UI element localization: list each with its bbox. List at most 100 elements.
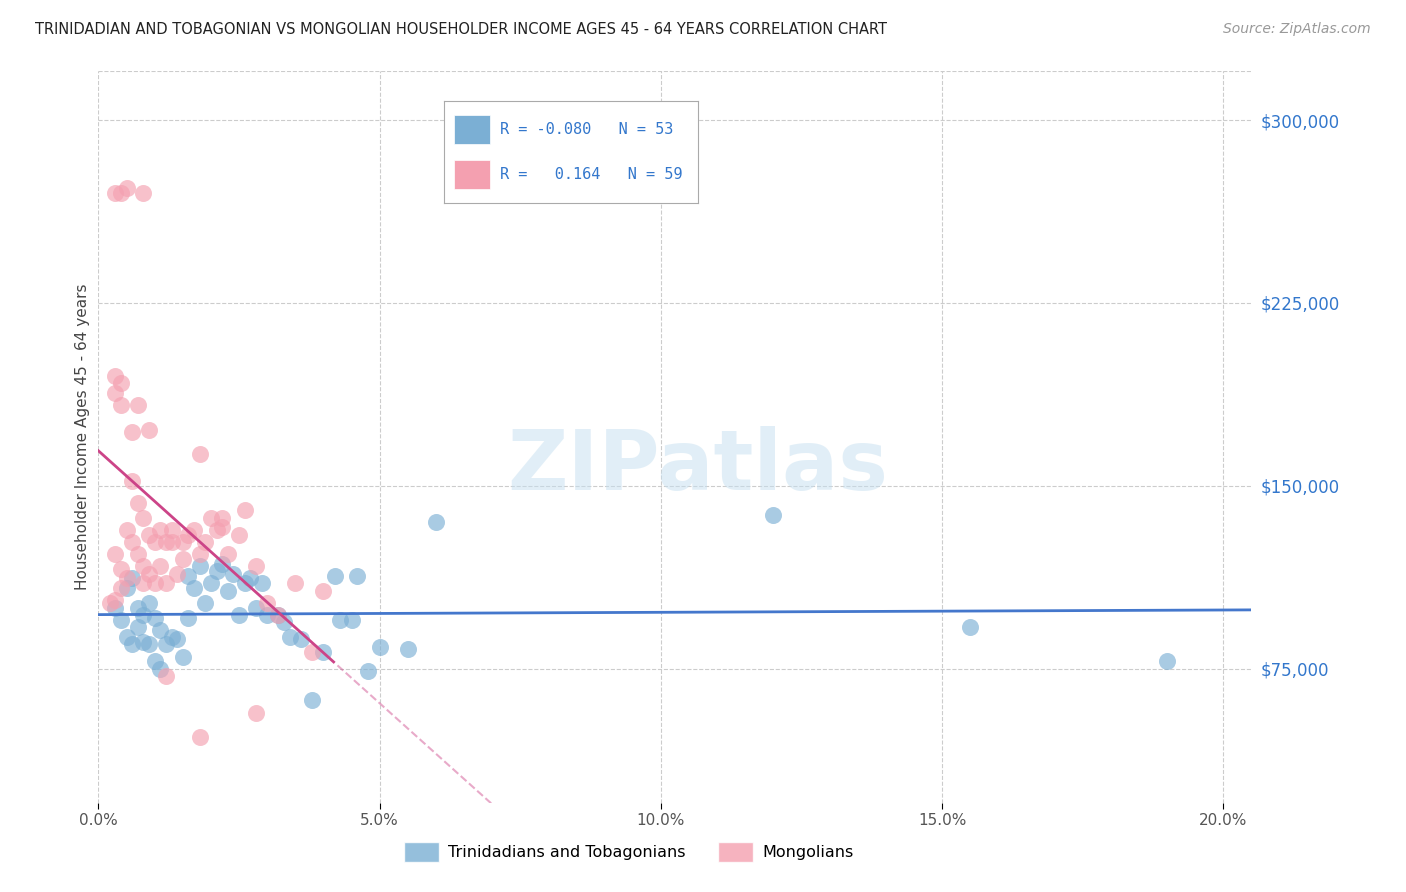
Point [104, 386, 127, 401]
Point [166, 566, 188, 581]
Point [250, 576, 273, 591]
Point [132, 510, 155, 524]
Y-axis label: Householder Income Ages 45 - 64 years: Householder Income Ages 45 - 64 years [75, 284, 90, 591]
Text: TRINIDADIAN AND TOBAGONIAN VS MONGOLIAN HOUSEHOLDER INCOME AGES 45 - 64 YEARS CO: TRINIDADIAN AND TOBAGONIAN VS MONGOLIAN … [35, 22, 887, 37]
Point [132, 608, 155, 623]
Point [245, 706, 267, 720]
Point [121, 474, 143, 488]
Legend: Trinidadians and Tobagonians, Mongolians: Trinidadians and Tobagonians, Mongolians [398, 836, 860, 868]
Point [143, 535, 166, 549]
Point [205, 523, 228, 537]
Point [177, 569, 200, 583]
Point [138, 566, 160, 581]
Point [194, 596, 217, 610]
Point [217, 547, 239, 561]
Point [149, 523, 172, 537]
Point [256, 596, 278, 610]
Point [368, 640, 391, 654]
Point [233, 576, 256, 591]
Point [172, 552, 194, 566]
Point [217, 583, 239, 598]
Point [149, 662, 172, 676]
Point [115, 581, 138, 595]
Point [121, 425, 143, 440]
Point [233, 503, 256, 517]
Point [267, 608, 290, 623]
Point [138, 423, 160, 437]
Point [290, 632, 312, 647]
Point [273, 615, 295, 630]
Point [121, 572, 143, 586]
Point [104, 186, 127, 201]
Point [1156, 654, 1178, 668]
Point [183, 581, 205, 595]
Point [267, 608, 290, 623]
Point [110, 562, 132, 576]
Point [211, 510, 233, 524]
Point [301, 645, 323, 659]
Point [172, 535, 194, 549]
Point [149, 623, 172, 637]
Point [959, 620, 981, 634]
Point [228, 527, 250, 541]
Point [110, 581, 132, 595]
Point [762, 508, 785, 522]
Point [104, 593, 127, 607]
Point [104, 369, 127, 384]
Point [183, 523, 205, 537]
Point [155, 535, 177, 549]
Point [127, 620, 149, 634]
Point [396, 642, 419, 657]
Point [200, 576, 222, 591]
Point [155, 669, 177, 683]
Point [115, 630, 138, 644]
Point [110, 186, 132, 201]
Point [177, 610, 200, 624]
Point [222, 566, 245, 581]
Point [194, 535, 217, 549]
Point [132, 559, 155, 574]
Point [172, 649, 194, 664]
Point [177, 527, 200, 541]
Point [245, 600, 267, 615]
Point [127, 600, 149, 615]
Point [138, 527, 160, 541]
Point [160, 535, 183, 549]
Point [239, 572, 262, 586]
Point [121, 637, 143, 651]
Point [143, 654, 166, 668]
Point [115, 181, 138, 195]
Point [104, 600, 127, 615]
Point [301, 693, 323, 707]
Point [188, 559, 211, 574]
Point [188, 547, 211, 561]
Point [155, 576, 177, 591]
Point [132, 186, 155, 201]
Point [110, 376, 132, 391]
Point [205, 564, 228, 578]
Point [160, 630, 183, 644]
Point [160, 523, 183, 537]
Point [346, 569, 368, 583]
Point [155, 637, 177, 651]
Point [110, 398, 132, 412]
Point [228, 608, 250, 623]
Point [127, 496, 149, 510]
Point [143, 610, 166, 624]
Text: ZIPatlas: ZIPatlas [508, 425, 889, 507]
Point [149, 559, 172, 574]
Point [104, 547, 127, 561]
Point [211, 557, 233, 571]
Point [425, 516, 447, 530]
Point [127, 398, 149, 412]
Point [357, 664, 380, 678]
Point [166, 632, 188, 647]
Point [110, 613, 132, 627]
Point [329, 613, 352, 627]
Point [132, 576, 155, 591]
Text: Source: ZipAtlas.com: Source: ZipAtlas.com [1223, 22, 1371, 37]
Point [340, 613, 363, 627]
Point [312, 645, 335, 659]
Point [138, 637, 160, 651]
Point [115, 523, 138, 537]
